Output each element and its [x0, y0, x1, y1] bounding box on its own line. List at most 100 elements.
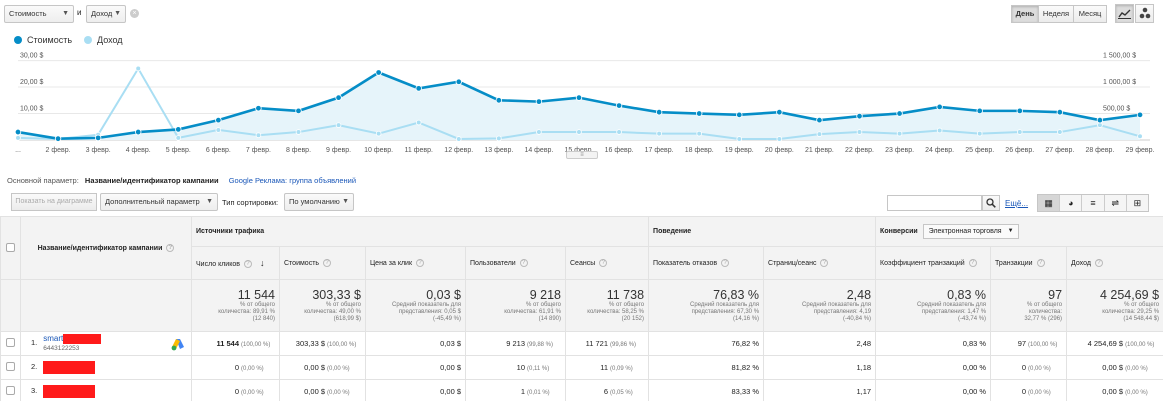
total-note: % от общего: [326, 302, 361, 308]
remove-metric-icon[interactable]: ×: [130, 9, 139, 18]
campaign-link[interactable]: smart: [43, 333, 64, 343]
chart-resize-handle[interactable]: ≡: [566, 151, 598, 159]
col-cpc[interactable]: Цена за клик?: [365, 246, 466, 280]
cell-percent: (0,00 %): [1125, 366, 1148, 372]
data-point: [656, 130, 662, 137]
metric1-select[interactable]: Стоимость ▼: [4, 5, 74, 23]
col-sessions[interactable]: Сеансы?: [564, 246, 650, 280]
help-icon[interactable]: ?: [243, 260, 252, 269]
cell-percent: (0,00 %): [1028, 366, 1051, 372]
cell-value: 11 544: [216, 339, 239, 348]
data-point: [295, 129, 302, 135]
conversions-select-value: Электронная торговля: [928, 228, 1002, 235]
help-icon[interactable]: ?: [416, 259, 425, 267]
col-transactions[interactable]: Транзакции?: [990, 246, 1068, 280]
sort-type-select[interactable]: По умолчанию ▼: [284, 193, 354, 211]
y-tick-label-left: 10,00 $: [20, 106, 43, 113]
data-point: [1016, 129, 1023, 135]
row-cell: 0 (0,00 %): [191, 379, 280, 401]
help-icon[interactable]: ?: [166, 244, 175, 252]
pie-view-icon[interactable]: ◕: [1060, 195, 1083, 211]
cell-value: 9 213: [506, 339, 525, 348]
secondary-dimension-select[interactable]: Дополнительный параметр ▼: [100, 193, 218, 211]
col-revenue[interactable]: Доход?: [1066, 246, 1163, 280]
performance-view-icon[interactable]: ≡: [1082, 195, 1105, 211]
table-row: 3. 0 (0,00 %) 0,00 $ (0,00 %) 0,00 $1 (0,01 %)…: [0, 379, 1163, 401]
cell-value: 0,00 $: [440, 363, 461, 372]
help-icon[interactable]: ?: [820, 259, 829, 267]
help-icon[interactable]: ?: [1036, 259, 1045, 267]
search-icon[interactable]: [982, 195, 1000, 211]
cell-value: 11: [600, 363, 609, 372]
data-point: [1096, 116, 1104, 124]
cell-value: 0: [1021, 387, 1027, 396]
period-day-button[interactable]: День: [1011, 5, 1039, 23]
cell-value: 0,00 %: [962, 387, 987, 396]
legend-cost[interactable]: Стоимость: [14, 35, 72, 45]
total-note: (-45,49 %): [432, 316, 461, 322]
dimension-header[interactable]: Название/идентификатор кампании?: [20, 216, 192, 280]
col-pages[interactable]: Страниц/сеанс?: [763, 246, 877, 280]
x-tick-label: 19 февр.: [725, 147, 754, 154]
row-cell: 0,00 %: [875, 355, 992, 380]
x-tick-label: 23 февр.: [885, 147, 914, 154]
x-tick-label: 28 февр.: [1085, 147, 1114, 154]
row-cell: 6 (0,05 %): [564, 379, 650, 401]
chevron-down-icon: ▼: [342, 198, 349, 205]
pivot-view-icon[interactable]: ⊞: [1133, 198, 1142, 208]
help-icon[interactable]: ?: [519, 259, 528, 267]
row-checkbox[interactable]: [6, 362, 15, 371]
col-cost[interactable]: Стоимость?: [279, 246, 366, 280]
row-checkbox[interactable]: [6, 338, 15, 347]
data-point: [1136, 111, 1144, 119]
legend-revenue[interactable]: Доход: [84, 35, 123, 45]
row-checkbox[interactable]: [6, 386, 15, 395]
help-icon[interactable]: ?: [968, 259, 977, 267]
plot-rows-button[interactable]: Показать на диаграмме: [11, 193, 97, 211]
data-point: [616, 129, 622, 135]
help-icon[interactable]: ?: [1094, 259, 1103, 267]
motion-chart-icon[interactable]: [1135, 4, 1154, 23]
y-tick-label-left: 20,00 $: [20, 79, 43, 86]
total-note: Средний показатель для: [392, 302, 461, 308]
more-link[interactable]: Ещё...: [1005, 199, 1029, 208]
primary-dimension-label: Основной параметр:: [7, 176, 79, 185]
col-clicks[interactable]: Число кликов? ↓: [191, 246, 280, 280]
data-point: [295, 107, 302, 115]
total-note: 32,77 % (296): [1024, 316, 1063, 322]
cell-percent: (0,00 %): [327, 366, 350, 372]
help-icon[interactable]: ?: [721, 259, 730, 267]
period-week-button[interactable]: Неделя: [1038, 5, 1074, 23]
comparison-view-icon[interactable]: ⇌: [1105, 195, 1127, 211]
row-cell: 0 (0,00 %): [191, 355, 280, 380]
col-users[interactable]: Пользователи?: [465, 246, 566, 280]
col-bounce[interactable]: Показатель отказов?: [648, 246, 765, 280]
total-note: (12 840): [252, 316, 275, 322]
cell-percent: (0,11 %): [527, 366, 550, 372]
metric2-select[interactable]: Доход ▼: [86, 5, 126, 23]
cell-value: 0,00 $: [1102, 363, 1124, 372]
line-chart-icon[interactable]: [1115, 4, 1134, 23]
row-cell: 0,00 $ (0,00 %): [279, 355, 366, 380]
help-icon[interactable]: ?: [323, 259, 332, 267]
table-search-input[interactable]: [887, 195, 982, 211]
cell-value: 1,17: [856, 387, 872, 396]
data-point: [976, 130, 983, 137]
help-icon[interactable]: ?: [599, 259, 608, 267]
totals-cell: 76,83 % Средний показатель для представлен…: [648, 279, 765, 332]
cell-percent: (0,00 %): [241, 366, 264, 372]
primary-dimension-option[interactable]: Google Реклама: группа объявлений: [228, 176, 357, 185]
data-point: [1057, 129, 1063, 135]
row-cell: 2,48: [763, 331, 877, 356]
period-month-button[interactable]: Месяц: [1073, 5, 1107, 23]
row-select: [0, 331, 21, 356]
total-value: 11 738: [606, 288, 645, 302]
cell-percent: (99,88 %): [527, 342, 554, 348]
table-view-icon[interactable]: ▦: [1038, 195, 1061, 211]
total-note: % от общего: [526, 302, 561, 308]
col-conv-rate[interactable]: Коэффициент транзакций?: [875, 246, 992, 280]
conversions-select[interactable]: Электронная торговля ▼: [922, 224, 1019, 239]
select-all-checkbox[interactable]: [6, 242, 15, 252]
totals-cell: 0,03 $ Средний показатель для представлени…: [365, 279, 466, 332]
data-point: [415, 119, 422, 126]
